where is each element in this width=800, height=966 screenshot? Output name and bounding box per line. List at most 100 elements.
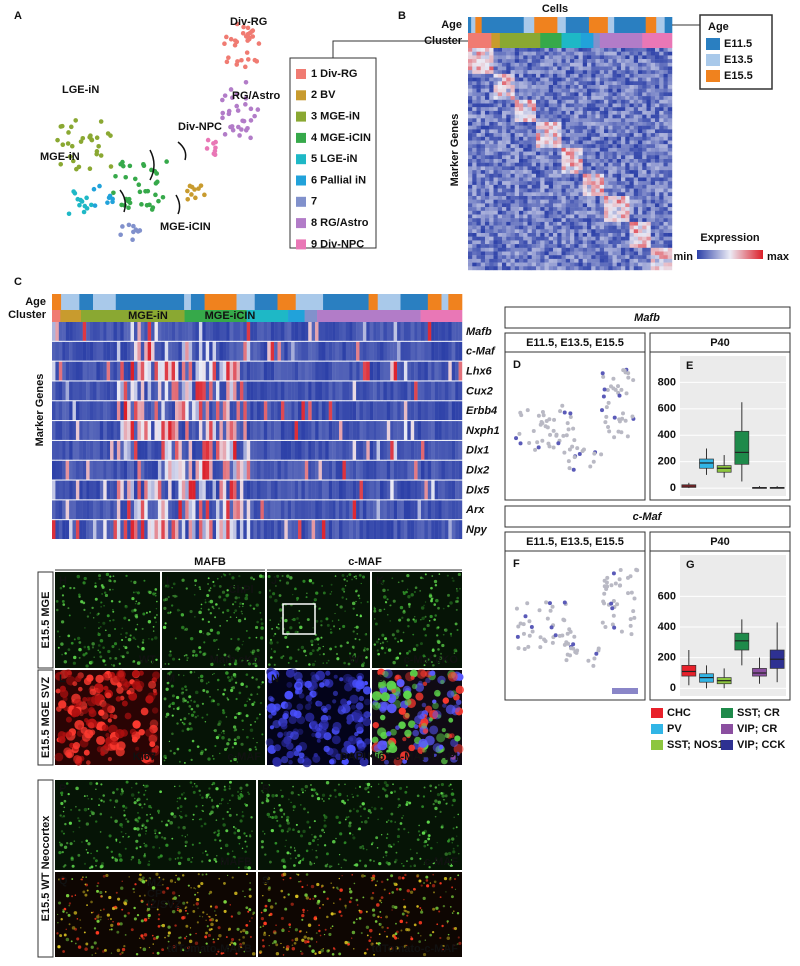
cell-dot bbox=[164, 159, 169, 164]
heatmap-cell bbox=[494, 181, 498, 185]
cell-dot bbox=[95, 149, 100, 154]
heatmap-cell bbox=[549, 59, 553, 63]
heatmap-cell bbox=[73, 342, 77, 361]
signal-speck bbox=[69, 587, 71, 589]
heatmap-cell bbox=[494, 252, 498, 256]
heatmap-cell bbox=[596, 189, 600, 193]
heatmap-cell bbox=[625, 96, 629, 100]
heatmap-cell bbox=[659, 78, 663, 82]
age-bar-segment bbox=[475, 17, 482, 33]
heatmap-cell bbox=[579, 185, 583, 189]
heatmap-cell bbox=[339, 362, 343, 381]
heatmap-cell bbox=[485, 107, 489, 111]
heatmap-cell bbox=[655, 229, 659, 233]
heatmap-cell bbox=[189, 441, 193, 460]
heatmap-cell bbox=[668, 259, 672, 263]
heatmap-cell bbox=[604, 196, 608, 200]
heatmap-cell bbox=[477, 85, 481, 89]
heatmap-cell bbox=[634, 252, 638, 256]
heatmap-cell bbox=[664, 48, 668, 52]
heatmap-cell bbox=[613, 229, 617, 233]
heatmap-cell bbox=[213, 520, 217, 539]
heatmap-cell bbox=[647, 118, 651, 122]
heatmap-cell bbox=[498, 100, 502, 104]
heatmap-cell bbox=[613, 74, 617, 78]
heatmap-cell bbox=[651, 59, 655, 63]
heatmap-cell bbox=[185, 461, 189, 480]
heatmap-cell bbox=[502, 237, 506, 241]
heatmap-cell bbox=[600, 218, 604, 222]
heatmap-cell bbox=[536, 85, 540, 89]
heatmap-cell bbox=[494, 185, 498, 189]
heatmap-cell bbox=[596, 148, 600, 152]
heatmap-cell bbox=[638, 144, 642, 148]
heatmap-cell bbox=[445, 322, 449, 341]
heatmap-cell bbox=[553, 111, 557, 115]
heatmap-cell bbox=[625, 115, 629, 119]
heatmap-cell bbox=[511, 152, 515, 156]
heatmap-cell bbox=[342, 421, 346, 440]
heatmap-cell bbox=[494, 207, 498, 211]
heatmap-cell bbox=[90, 520, 94, 539]
heatmap-cell bbox=[638, 192, 642, 196]
heatmap-cell bbox=[621, 200, 625, 204]
heatmap-cell bbox=[502, 263, 506, 267]
heatmap-cell bbox=[557, 244, 561, 248]
heatmap-cell bbox=[481, 185, 485, 189]
heatmap-cell bbox=[329, 520, 333, 539]
signal-speck bbox=[109, 657, 112, 660]
heatmap-cell bbox=[511, 67, 515, 71]
heatmap-cell bbox=[574, 203, 578, 207]
cell-dot bbox=[575, 446, 579, 450]
heatmap-cell bbox=[250, 322, 254, 341]
heatmap-cell bbox=[630, 226, 634, 230]
heatmap-cell bbox=[621, 203, 625, 207]
heatmap-cell bbox=[562, 74, 566, 78]
heatmap-cell bbox=[621, 133, 625, 137]
heatmap-cell bbox=[570, 141, 574, 145]
heatmap-cell bbox=[199, 421, 203, 440]
heatmap-cell bbox=[100, 441, 104, 460]
heatmap-cell bbox=[502, 259, 506, 263]
heatmap-cell bbox=[448, 322, 452, 341]
heatmap-cell bbox=[114, 500, 118, 519]
heatmap-cell bbox=[342, 520, 346, 539]
heatmap-cell bbox=[532, 92, 536, 96]
heatmap-cell bbox=[366, 500, 370, 519]
heatmap-cell bbox=[617, 259, 621, 263]
heatmap-cell bbox=[647, 144, 651, 148]
heatmap-cell bbox=[549, 207, 553, 211]
cell-dot bbox=[188, 184, 193, 189]
heatmap-cell bbox=[625, 126, 629, 130]
heatmap-cell bbox=[233, 481, 237, 500]
age-bar-segment bbox=[369, 294, 378, 310]
heatmap-cell bbox=[625, 240, 629, 244]
heatmap-cell bbox=[630, 137, 634, 141]
heatmap-cell bbox=[617, 189, 621, 193]
heatmap-cell bbox=[566, 189, 570, 193]
heatmap-cell bbox=[587, 248, 591, 252]
heatmap-cell bbox=[519, 259, 523, 263]
heatmap-cell bbox=[634, 237, 638, 241]
heatmap-cell bbox=[93, 481, 97, 500]
heatmap-cell bbox=[407, 500, 411, 519]
heatmap-cell bbox=[148, 421, 152, 440]
heatmap-cell bbox=[600, 229, 604, 233]
heatmap-cell bbox=[489, 207, 493, 211]
heatmap-cell bbox=[172, 322, 176, 341]
heatmap-cell bbox=[498, 174, 502, 178]
heatmap-cell bbox=[103, 401, 107, 420]
heatmap-cell bbox=[583, 63, 587, 67]
heatmap-cell bbox=[625, 226, 629, 230]
heatmap-cell bbox=[557, 111, 561, 115]
heatmap-cell bbox=[668, 266, 672, 270]
heatmap-cell bbox=[651, 100, 655, 104]
signal-speck bbox=[105, 629, 107, 631]
heatmap-cell bbox=[498, 48, 502, 52]
heatmap-cell bbox=[528, 70, 532, 74]
heatmap-cell bbox=[570, 70, 574, 74]
heatmap-cell bbox=[489, 237, 493, 241]
heatmap-cell bbox=[498, 189, 502, 193]
heatmap-cell bbox=[540, 74, 544, 78]
heatmap-cell bbox=[570, 211, 574, 215]
